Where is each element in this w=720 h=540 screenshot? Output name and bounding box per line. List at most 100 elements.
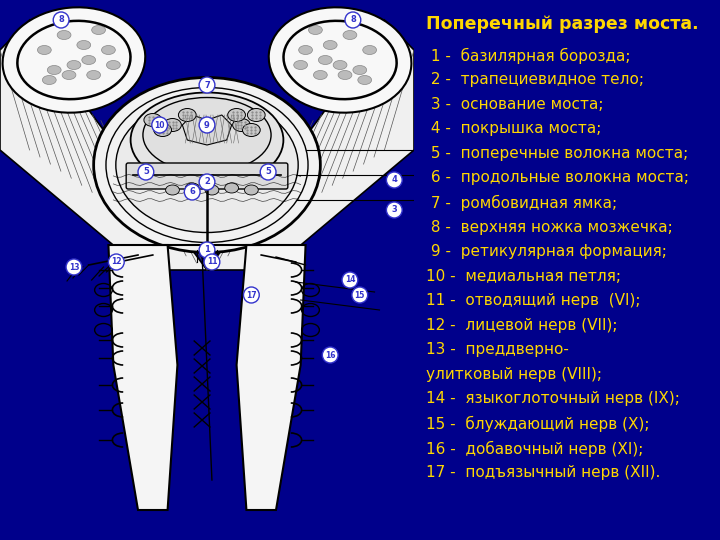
Circle shape [387,172,402,188]
Circle shape [204,254,220,270]
Text: 12: 12 [111,258,122,267]
FancyBboxPatch shape [126,163,288,189]
Text: 4: 4 [392,176,397,185]
Text: 14: 14 [345,275,355,285]
Text: 12 -  лицевой нерв (VII);: 12 - лицевой нерв (VII); [426,318,618,333]
Circle shape [199,242,215,258]
Circle shape [109,254,124,270]
Ellipse shape [338,71,352,79]
Text: 3 -  основание моста;: 3 - основание моста; [426,97,604,112]
Text: 9: 9 [204,120,210,130]
Ellipse shape [130,92,284,187]
Ellipse shape [62,71,76,79]
Ellipse shape [107,60,120,70]
Circle shape [53,12,69,28]
Ellipse shape [299,45,312,55]
Circle shape [199,77,215,93]
Text: 7: 7 [204,80,210,90]
Circle shape [66,259,82,275]
Polygon shape [182,115,232,145]
Ellipse shape [363,45,377,55]
Text: 2 -  трапециевидное тело;: 2 - трапециевидное тело; [426,72,644,87]
Polygon shape [0,20,207,270]
Ellipse shape [309,25,323,35]
Ellipse shape [343,30,357,39]
Polygon shape [207,20,414,270]
Ellipse shape [353,65,366,75]
Ellipse shape [116,98,298,233]
Ellipse shape [144,113,162,126]
Ellipse shape [228,109,246,122]
Ellipse shape [179,109,196,122]
Ellipse shape [143,98,271,172]
Circle shape [345,12,361,28]
Text: 15 -  блуждающий нерв (X);: 15 - блуждающий нерв (X); [426,416,649,432]
Text: 16 -  добавочный нерв (XI);: 16 - добавочный нерв (XI); [426,441,644,457]
Ellipse shape [102,45,115,55]
Ellipse shape [205,185,219,195]
Text: 10: 10 [154,120,165,130]
Ellipse shape [3,8,145,113]
Ellipse shape [294,60,307,70]
Ellipse shape [77,40,91,50]
Text: 5 -  поперечные волокна моста;: 5 - поперечные волокна моста; [426,146,688,161]
Ellipse shape [233,118,251,132]
Ellipse shape [185,183,199,193]
Ellipse shape [318,56,332,64]
Ellipse shape [323,40,337,50]
Ellipse shape [37,45,51,55]
Text: 2: 2 [204,178,210,186]
Text: 10 -  медиальная петля;: 10 - медиальная петля; [426,268,621,284]
Ellipse shape [82,56,96,64]
Text: 11 -  отводящий нерв  (VI);: 11 - отводящий нерв (VI); [426,293,641,308]
Circle shape [199,117,215,133]
Text: улитковый нерв (VIII);: улитковый нерв (VIII); [426,367,602,382]
Text: 15: 15 [354,291,365,300]
Text: 1 -  базилярная борозда;: 1 - базилярная борозда; [426,48,631,64]
Circle shape [152,117,168,133]
Text: 4 -  покрышка моста;: 4 - покрышка моста; [426,121,602,136]
Text: 5: 5 [143,167,149,177]
Ellipse shape [313,71,328,79]
Circle shape [260,164,276,180]
Ellipse shape [248,109,265,122]
Ellipse shape [166,185,179,195]
Ellipse shape [163,118,181,132]
Text: 5: 5 [265,167,271,177]
Ellipse shape [245,185,258,195]
Text: 17: 17 [246,291,256,300]
Circle shape [352,287,368,303]
Ellipse shape [154,124,171,137]
Ellipse shape [86,71,101,79]
Circle shape [199,174,215,190]
Circle shape [323,347,338,363]
Ellipse shape [57,30,71,39]
Circle shape [243,287,259,303]
Ellipse shape [225,183,238,193]
Text: 8 -  верхняя ножка мозжечка;: 8 - верхняя ножка мозжечка; [426,219,673,234]
Circle shape [138,164,154,180]
Circle shape [184,184,200,200]
Text: 3: 3 [392,206,397,214]
Text: 16: 16 [325,350,336,360]
Text: 6 -  продольные волокна моста;: 6 - продольные волокна моста; [426,170,689,185]
Text: 9 -  ретикулярная формация;: 9 - ретикулярная формация; [426,244,667,259]
Text: 14 -  языкоглоточный нерв (IX);: 14 - языкоглоточный нерв (IX); [426,392,680,407]
Polygon shape [237,245,305,510]
Text: 1: 1 [204,246,210,254]
Text: 13 -  преддверно-: 13 - преддверно- [426,342,569,357]
Ellipse shape [42,76,56,84]
Text: 8: 8 [58,16,64,24]
Text: 8: 8 [350,16,356,24]
Text: 7 -  ромбовидная ямка;: 7 - ромбовидная ямка; [426,195,617,211]
Text: 17 -  подъязычный нерв (XII).: 17 - подъязычный нерв (XII). [426,465,661,480]
Text: 6: 6 [189,187,195,197]
Circle shape [342,272,358,288]
Text: Поперечный разрез моста.: Поперечный разрез моста. [426,15,699,33]
Ellipse shape [94,78,320,253]
Text: 11: 11 [207,258,217,267]
Ellipse shape [67,60,81,70]
Ellipse shape [269,8,411,113]
Ellipse shape [243,124,260,137]
Circle shape [387,202,402,218]
